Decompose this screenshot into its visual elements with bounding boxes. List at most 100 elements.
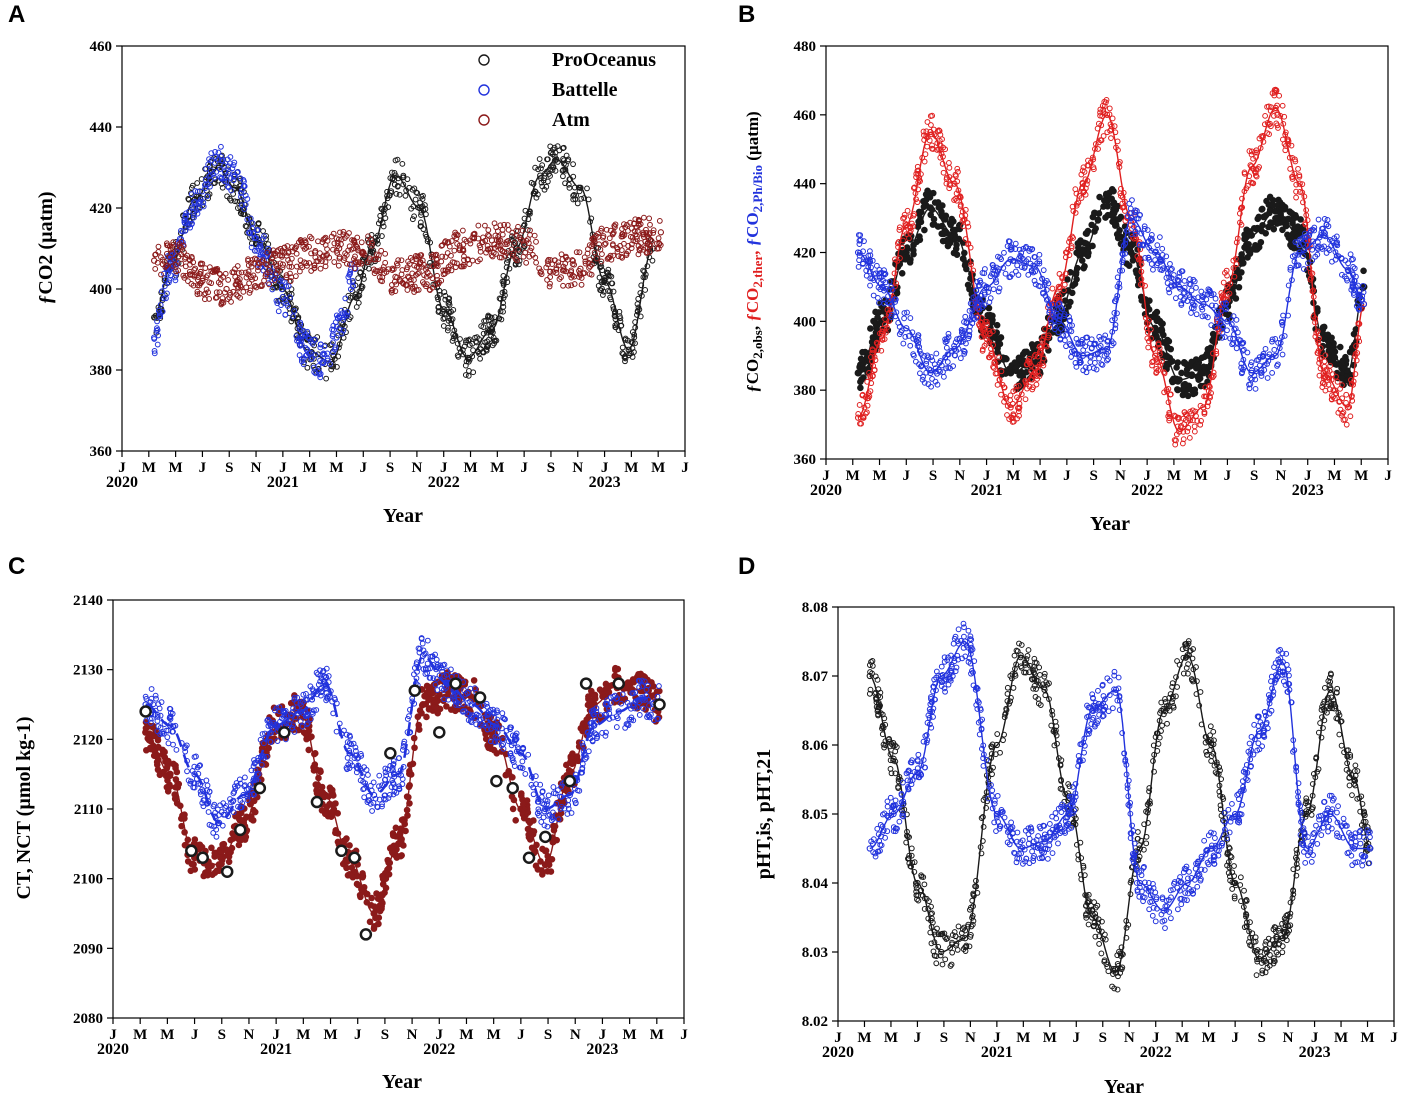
data-point [543, 264, 550, 271]
data-point [242, 223, 249, 229]
data-point [1096, 193, 1103, 201]
data-point [569, 272, 576, 279]
data-point [369, 240, 375, 246]
data-point [347, 271, 353, 277]
data-point [619, 254, 626, 261]
data-point [259, 236, 266, 242]
data-point [169, 244, 176, 251]
month-tick-label: M [651, 460, 665, 476]
data-point [315, 238, 321, 245]
data-point [495, 236, 502, 243]
data-point [623, 252, 630, 258]
panel-letter: A [8, 1, 25, 28]
data-point [398, 257, 405, 264]
data-point [252, 247, 258, 254]
data-point [393, 190, 400, 197]
data-point [480, 324, 487, 330]
data-point [216, 270, 223, 277]
month-tick-label: S [225, 460, 233, 476]
data-point [622, 358, 628, 365]
data-point [188, 190, 194, 197]
data-point [856, 402, 863, 408]
data-point [164, 290, 170, 297]
month-tick-label: M [459, 1027, 473, 1043]
data-point [1191, 423, 1198, 430]
data-point [273, 263, 280, 269]
month-tick-label: J [360, 460, 368, 476]
data-point [228, 175, 234, 182]
data-point [1068, 289, 1076, 297]
data-point [1279, 102, 1286, 109]
data-point [1154, 242, 1161, 249]
data-point [1235, 283, 1243, 291]
data-point [344, 260, 350, 267]
data-point [485, 232, 491, 238]
month-tick-label: M [1327, 468, 1341, 484]
data-point [215, 149, 222, 156]
data-point [898, 269, 906, 277]
data-point [462, 362, 469, 369]
data-point [358, 260, 365, 267]
data-point [598, 258, 605, 265]
data-point [208, 268, 215, 274]
data-point [234, 277, 241, 283]
month-tick-label: M [872, 468, 886, 484]
data-point [378, 247, 385, 254]
data-point [234, 169, 241, 176]
data-point [1321, 215, 1328, 222]
data-point [304, 364, 311, 371]
data-point [257, 240, 264, 247]
data-point [434, 272, 440, 279]
data-point [255, 221, 262, 228]
data-point [333, 312, 340, 319]
data-point [1153, 308, 1161, 316]
data-point [462, 372, 469, 378]
data-point [1192, 364, 1200, 372]
data-point [874, 314, 881, 321]
data-point [430, 251, 436, 258]
data-point [526, 253, 533, 260]
data-point [501, 221, 508, 228]
data-point [1271, 346, 1278, 353]
data-point [1087, 359, 1094, 366]
data-point [1064, 276, 1071, 283]
data-point [335, 262, 342, 269]
month-tick-label: M [160, 1027, 174, 1043]
data-point [576, 249, 583, 256]
data-point [904, 207, 911, 214]
data-point [225, 183, 231, 190]
data-point [330, 230, 337, 237]
data-point [277, 245, 284, 252]
data-point [599, 251, 605, 258]
data-point [593, 255, 600, 262]
data-point [327, 361, 333, 367]
data-point [1193, 311, 1200, 318]
data-point [303, 352, 310, 358]
data-point [218, 153, 225, 160]
data-point [298, 327, 304, 333]
data-point [1106, 105, 1113, 112]
data-point [591, 249, 598, 256]
data-point [175, 248, 181, 254]
data-point [496, 254, 503, 261]
fit-curve [857, 217, 1365, 374]
data-point [237, 283, 244, 290]
data-point [225, 277, 232, 283]
data-point [587, 256, 593, 263]
data-point [463, 337, 470, 344]
data-point [610, 303, 617, 310]
data-point [1049, 285, 1056, 292]
data-point [351, 239, 358, 246]
data-point [194, 188, 201, 195]
y-tick-label: 460 [90, 39, 113, 55]
data-point [334, 364, 340, 370]
data-point [1200, 363, 1208, 371]
data-point [625, 227, 631, 234]
data-point [299, 264, 306, 271]
data-point [169, 263, 176, 269]
data-point [621, 354, 628, 361]
data-point [1080, 347, 1087, 354]
data-point [283, 274, 290, 281]
data-point [486, 327, 493, 334]
data-point [154, 318, 160, 325]
